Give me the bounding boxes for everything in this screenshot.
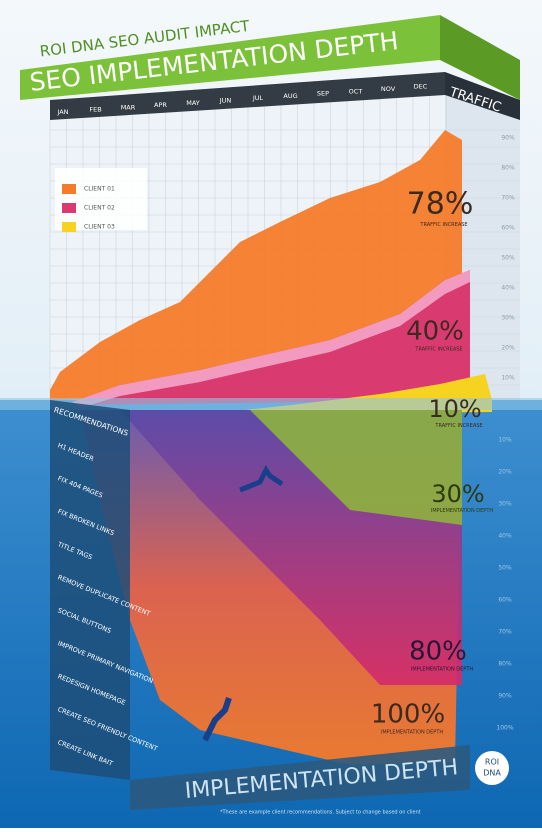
callout-text: IMPLEMENTATION DEPTH <box>431 508 494 514</box>
month-label: DEC <box>414 83 428 91</box>
footer-bar <box>130 745 470 810</box>
diver <box>202 697 232 742</box>
callout-text: TRAFFIC INCREASE <box>419 222 467 228</box>
callout-value: 10% <box>428 395 481 423</box>
depth-tick: 50% <box>498 565 512 572</box>
callout-value: 78% <box>407 187 474 222</box>
logo-text: DNA <box>483 769 501 778</box>
legend-label: CLIENT 01 <box>84 186 115 193</box>
traffic-tick: 20% <box>501 345 515 352</box>
month-label: JUL <box>252 94 264 102</box>
depth-tick: 70% <box>498 629 512 636</box>
month-label: JAN <box>56 108 68 116</box>
month-label: MAY <box>186 99 200 107</box>
traffic-tick: 30% <box>501 315 515 322</box>
client-02-area <box>72 270 470 405</box>
depth-tick: 30% <box>498 501 512 508</box>
depth-tick: 10% <box>498 437 512 444</box>
legend-label: CLIENT 03 <box>84 224 115 231</box>
recommendation-column <box>50 400 130 780</box>
depth-tick: 20% <box>498 469 512 476</box>
traffic-tick: 60% <box>501 225 515 232</box>
month-label: SEP <box>317 90 329 98</box>
legend-box <box>55 168 147 230</box>
month-label: NOV <box>381 85 396 93</box>
month-label: OCT <box>349 87 363 95</box>
month-bar <box>50 72 445 120</box>
legend-swatch <box>62 222 76 232</box>
traffic-bar <box>445 72 520 120</box>
legend-swatch <box>62 203 76 213</box>
banner <box>20 15 440 100</box>
depth-tick: 80% <box>498 661 512 668</box>
callout-value: 30% <box>431 480 484 508</box>
depth-03-area <box>250 410 462 525</box>
traffic-tick: 70% <box>501 195 515 202</box>
month-label: JUN <box>219 97 232 105</box>
callout-text: TRAFFIC INCREASE <box>414 346 462 352</box>
traffic-tick: 80% <box>501 165 515 172</box>
callout-value: 40% <box>406 317 464 347</box>
logo <box>475 751 509 785</box>
traffic-tick: 10% <box>501 375 515 382</box>
callout-value: 100% <box>371 700 445 730</box>
legend-swatch <box>62 184 76 194</box>
depth-tick: 60% <box>498 597 512 604</box>
legend-label: CLIENT 02 <box>84 205 115 212</box>
diver <box>239 465 284 493</box>
depth-tick: 90% <box>498 693 512 700</box>
footer-note: *These are example client recommendation… <box>220 810 421 816</box>
traffic-tick: 50% <box>501 255 515 262</box>
month-label: FEB <box>89 106 101 114</box>
client-02-top <box>72 270 470 408</box>
traffic-tick: 40% <box>501 285 515 292</box>
water-line <box>0 398 542 410</box>
banner-side <box>440 15 520 100</box>
month-label: MAR <box>121 103 136 111</box>
callout-text: IMPLEMENTATION DEPTH <box>411 666 474 672</box>
callout-text: IMPLEMENTATION DEPTH <box>381 729 444 735</box>
logo-text: ROI <box>485 758 499 767</box>
traffic-tick: 90% <box>501 135 515 142</box>
callout-value: 80% <box>409 637 467 667</box>
depth-tick: 40% <box>498 533 512 540</box>
month-label: APR <box>154 101 167 109</box>
month-label: AUG <box>283 92 297 100</box>
depth-tick: 100% <box>496 725 513 732</box>
callout-text: TRAFFIC INCREASE <box>434 423 482 429</box>
